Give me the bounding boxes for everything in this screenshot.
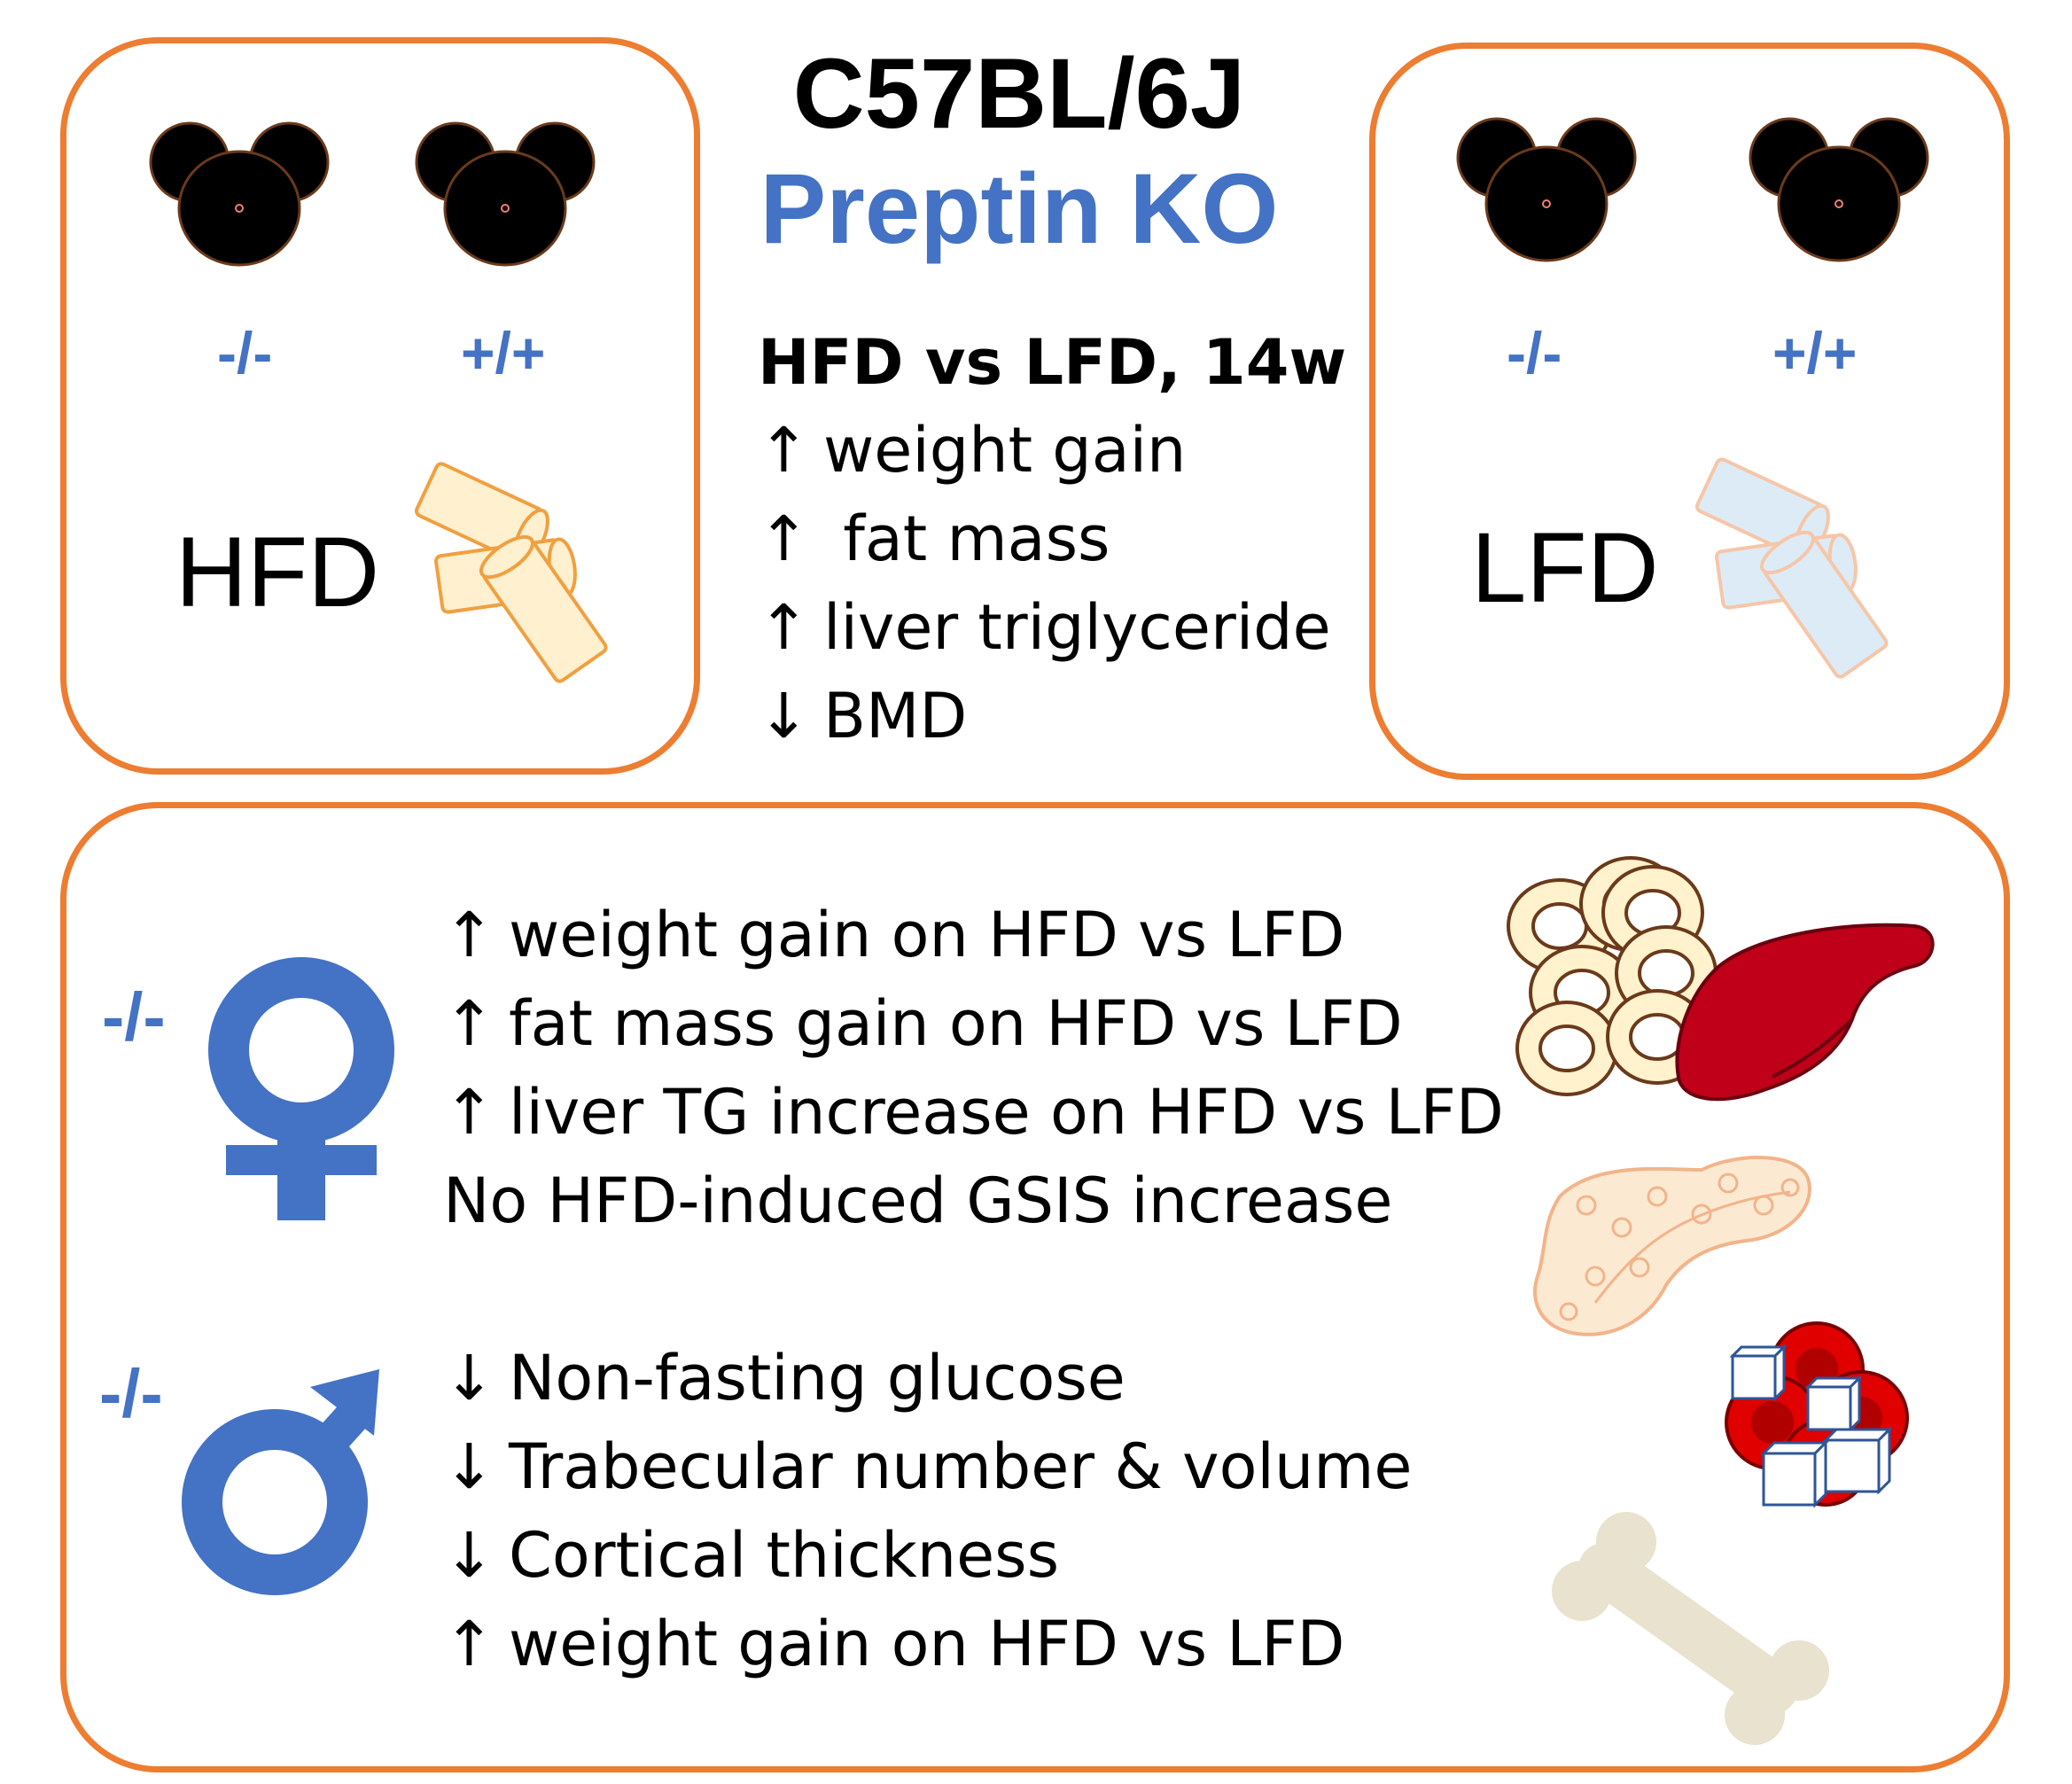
arrow-icon: ↓ xyxy=(443,1519,495,1592)
food-pellet-icon xyxy=(1694,456,1890,681)
list-item-text: Non-fasting glucose xyxy=(509,1342,1126,1414)
arrow-icon: ↓ xyxy=(443,1342,495,1414)
arrow-icon: ↓ xyxy=(443,1430,495,1503)
list-item-text: No HFD-induced GSIS increase xyxy=(443,1165,1393,1237)
arrow-icon: ↑ xyxy=(443,1076,495,1149)
food-pellet-icon xyxy=(413,460,610,685)
list-item: ↑ weight gain xyxy=(758,406,1378,495)
list-item: ↓ Trabecular number & volume xyxy=(443,1422,1507,1511)
male-results: ↓ Non-fasting glucose ↓ Trabecular number … xyxy=(443,1334,1507,1688)
fat-cells-icon xyxy=(1507,856,1718,1096)
diet-label: HFD xyxy=(175,517,380,627)
list-item-text: weight gain on HFD vs LFD xyxy=(509,1608,1345,1680)
list-item-text: BMD xyxy=(823,680,968,752)
mouse-icon xyxy=(415,121,596,267)
mouse-icon xyxy=(149,121,330,267)
female-symbol-icon xyxy=(208,957,394,1220)
center-heading: HFD vs LFD, 14w xyxy=(758,326,1347,399)
male-symbol-icon xyxy=(182,1369,379,1595)
arrow-icon: ↑ xyxy=(758,502,810,575)
model-title: Preptin KO xyxy=(759,153,1279,264)
list-item: ↑ weight gain on HFD vs LFD xyxy=(443,1600,1507,1688)
pancreas-icon xyxy=(1533,1156,1811,1336)
list-item: ↓ Non-fasting glucose xyxy=(443,1334,1507,1422)
list-item: ↓ BMD xyxy=(758,672,1378,760)
arrow-icon: ↓ xyxy=(758,680,810,752)
list-item-text: fat mass xyxy=(823,502,1110,575)
diet-label: LFD xyxy=(1471,512,1659,623)
bone-icon xyxy=(1552,1512,1829,1745)
sugar-cube-icon xyxy=(1729,1344,1893,1508)
list-item-text: liver triglyceride xyxy=(823,591,1331,664)
female-results: ↑ weight gain on HFD vs LFD ↑ fat mass gai… xyxy=(443,891,1507,1245)
arrow-icon: ↑ xyxy=(443,899,495,971)
list-item: ↑ fat mass xyxy=(758,495,1378,583)
list-item: ↑ weight gain on HFD vs LFD xyxy=(443,891,1507,979)
female-genotype-label: -/- xyxy=(102,979,166,1055)
genotype-wt-label: +/+ xyxy=(1772,320,1858,386)
list-item-text: weight gain on HFD vs LFD xyxy=(509,899,1345,971)
list-item: ↑ liver triglyceride xyxy=(758,583,1378,672)
list-item-text: liver TG increase on HFD vs LFD xyxy=(509,1076,1504,1149)
strain-title: C57BL/6J xyxy=(792,38,1246,149)
arrow-icon: ↑ xyxy=(443,987,495,1060)
list-item-text: Cortical thickness xyxy=(509,1519,1060,1592)
mouse-icon xyxy=(1456,117,1637,262)
list-item: ↓ Cortical thickness xyxy=(443,1511,1507,1600)
liver-icon xyxy=(1675,923,1935,1102)
genotype-ko-label: -/- xyxy=(217,320,273,386)
list-item: No HFD-induced GSIS increase xyxy=(443,1157,1507,1245)
center-summary: HFD vs LFD, 14w ↑ weight gain ↑ fat mass … xyxy=(758,319,1378,760)
arrow-icon: ↑ xyxy=(758,591,810,664)
genotype-ko-label: -/- xyxy=(1507,320,1562,386)
mouse-icon xyxy=(1749,117,1929,262)
genotype-wt-label: +/+ xyxy=(461,320,546,386)
list-item-text: weight gain xyxy=(823,414,1187,487)
list-item-text: fat mass gain on HFD vs LFD xyxy=(509,987,1403,1060)
list-item: ↑ fat mass gain on HFD vs LFD xyxy=(443,979,1507,1068)
arrow-icon: ↑ xyxy=(443,1608,495,1680)
arrow-icon: ↑ xyxy=(758,414,810,487)
male-genotype-label: -/- xyxy=(99,1356,163,1431)
list-item-text: Trabecular number & volume xyxy=(509,1430,1413,1503)
list-item: ↑ liver TG increase on HFD vs LFD xyxy=(443,1068,1507,1157)
